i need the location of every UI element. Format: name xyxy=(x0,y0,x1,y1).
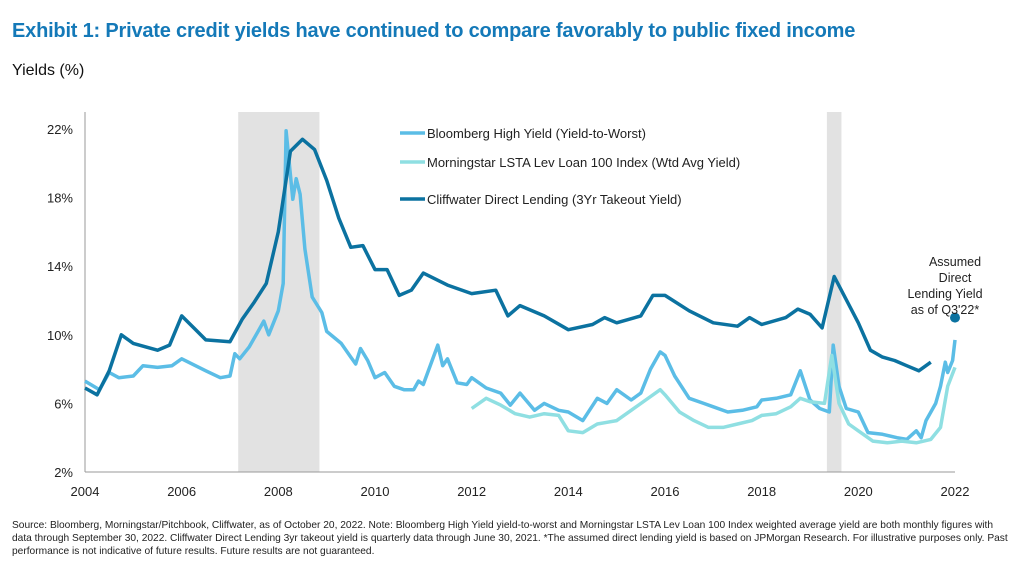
y-tick-label: 10% xyxy=(47,328,73,343)
assumed-yield-point xyxy=(950,312,960,323)
annotation-text: Assumed Direct Lending Yield as of Q3'22* xyxy=(907,255,982,317)
x-tick-label: 2018 xyxy=(747,484,776,499)
x-tick-label: 2006 xyxy=(167,484,196,499)
series-line-1 xyxy=(470,353,957,445)
legend-label: Cliffwater Direct Lending (3Yr Takeout Y… xyxy=(427,192,682,207)
x-tick-label: 2008 xyxy=(264,484,293,499)
series-line-2 xyxy=(84,137,932,397)
chart-title: Exhibit 1: Private credit yields have co… xyxy=(12,20,856,42)
legend-label: Morningstar LSTA Lev Loan 100 Index (Wtd… xyxy=(427,155,740,170)
recession-shading xyxy=(238,112,320,472)
x-tick-label: 2012 xyxy=(457,484,486,499)
y-tick-label: 6% xyxy=(54,396,73,411)
x-tick-label: 2020 xyxy=(844,484,873,499)
x-tick-label: 2014 xyxy=(554,484,583,499)
footnote: Source: Bloomberg, Morningstar/Pitchbook… xyxy=(12,520,1008,558)
series-line-0 xyxy=(84,128,957,442)
x-tick-label: 2022 xyxy=(941,484,970,499)
x-tick-label: 2010 xyxy=(361,484,390,499)
x-tick-label: 2004 xyxy=(71,484,100,499)
x-tick-label: 2016 xyxy=(651,484,680,499)
y-axis-label: Yields (%) xyxy=(12,62,85,79)
y-tick-label: 22% xyxy=(47,122,73,137)
legend-label: Bloomberg High Yield (Yield-to-Worst) xyxy=(427,126,646,141)
y-tick-label: 2% xyxy=(54,465,73,480)
y-tick-label: 18% xyxy=(47,191,73,206)
y-tick-label: 14% xyxy=(47,259,73,274)
line-chart: 2% 6% 10% 14% 18% 22% 2004 2006 2008 2010 2012 2014… xyxy=(47,112,983,499)
